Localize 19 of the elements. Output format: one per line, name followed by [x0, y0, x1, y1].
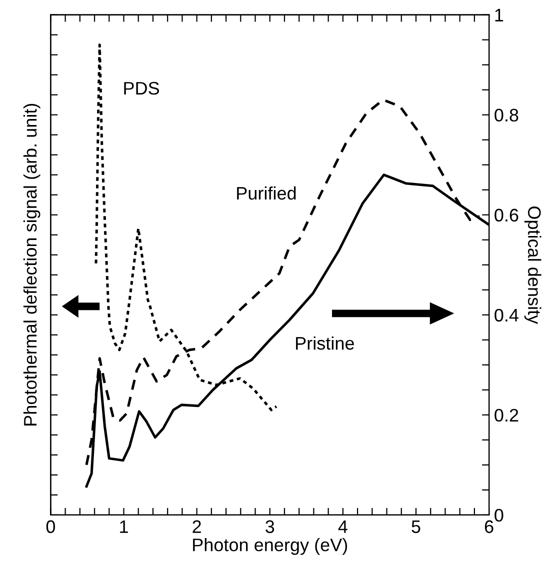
series-label: PDS [124, 82, 160, 95]
series-label: Purified [237, 186, 296, 200]
x-tick-label: 3 [266, 520, 274, 534]
x-tick-label: 1 [120, 520, 128, 533]
x-axis-title: Photon energy (eV) [193, 538, 348, 555]
y-tick-label: 0.2 [494, 408, 518, 422]
y-tick-label: 0.4 [494, 308, 518, 322]
x-tick-label: 0 [46, 520, 55, 534]
y-tick-label: 0 [494, 508, 504, 522]
x-tick-label: 4 [338, 520, 348, 533]
x-tick-label: 6 [484, 520, 494, 534]
y2-axis-title: Photothermal deflection signal (arb. unit) [23, 104, 40, 426]
series-label: Pristine [296, 336, 354, 350]
y-tick-label: 0.8 [494, 108, 518, 122]
y-tick-label: 0.6 [494, 208, 518, 222]
x-tick-label: 2 [192, 520, 201, 533]
y-axis-title: Optical density [524, 206, 542, 324]
x-tick-label: 5 [412, 520, 420, 534]
y-tick-label: 1 [495, 8, 504, 22]
